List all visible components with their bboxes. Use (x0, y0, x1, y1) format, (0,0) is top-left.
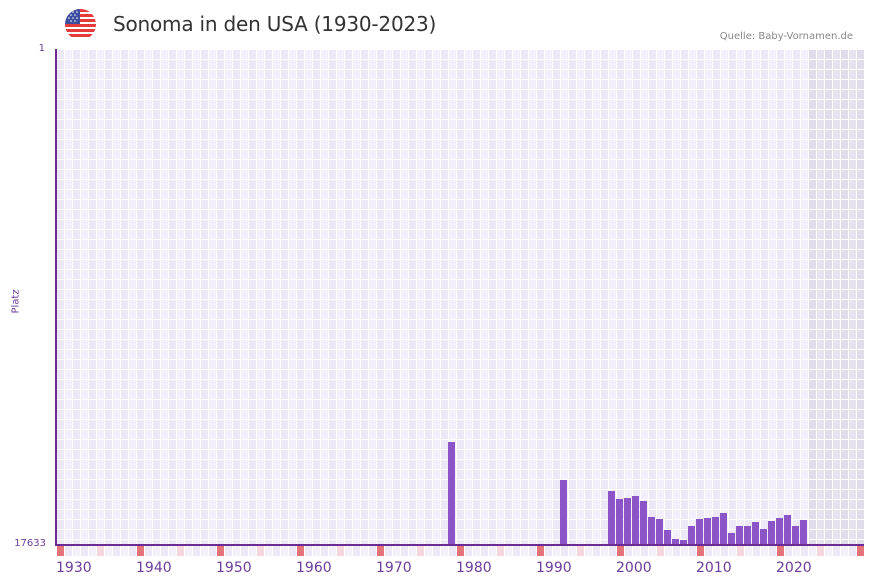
chart-plot-area (57, 50, 864, 544)
x-tick-2020: 2020 (776, 560, 812, 576)
x-axis-line (55, 544, 864, 546)
bar-2021 (784, 514, 791, 544)
bar-2020 (776, 518, 783, 544)
year-marker-row (57, 546, 864, 556)
y-axis-line (55, 49, 57, 545)
bar-2015 (736, 526, 743, 544)
bar-2018 (760, 528, 767, 544)
bar-2006 (664, 529, 671, 544)
bar-2009 (688, 526, 695, 544)
bar-1979 (448, 442, 455, 544)
bar-2023 (800, 519, 807, 544)
bar-2003 (640, 500, 647, 544)
source-label: Quelle: Baby-Vornamen.de (719, 31, 853, 42)
bar-2001 (624, 497, 631, 544)
x-tick-1970: 1970 (376, 560, 412, 576)
y-tick-bottom: 17633 (14, 538, 46, 549)
x-axis-labels: 1930 1940 1950 1960 1970 1980 1990 2000 2010 2020 (56, 560, 864, 580)
x-tick-1930: 1930 (56, 560, 92, 576)
usa-flag-icon (65, 9, 96, 40)
chart-title: Sonoma in den USA (1930-2023) (113, 12, 437, 36)
x-tick-1950: 1950 (216, 560, 252, 576)
bar-2019 (768, 520, 775, 544)
bar-1999 (608, 490, 615, 544)
bar-2007 (672, 539, 679, 544)
bar-2013 (720, 512, 727, 544)
bar-2017 (752, 521, 759, 544)
x-tick-2010: 2010 (696, 560, 732, 576)
bar-2008 (680, 539, 687, 544)
x-tick-2000: 2000 (616, 560, 652, 576)
bar-2011 (704, 518, 711, 544)
x-tick-1960: 1960 (296, 560, 332, 576)
y-tick-top: 1 (38, 43, 45, 54)
x-tick-1980: 1980 (456, 560, 492, 576)
bar-2016 (744, 526, 751, 544)
bar-2022 (792, 526, 799, 544)
bar-2010 (696, 518, 703, 544)
bar-1993 (560, 479, 567, 544)
bar-2000 (616, 498, 623, 544)
x-tick-1940: 1940 (136, 560, 172, 576)
bar-2012 (712, 516, 719, 544)
bar-2005 (656, 518, 663, 544)
y-axis-label: Platz (10, 289, 22, 314)
bar-2002 (632, 495, 639, 544)
bar-2014 (728, 532, 735, 544)
bar-2004 (648, 516, 655, 544)
x-tick-1990: 1990 (536, 560, 572, 576)
